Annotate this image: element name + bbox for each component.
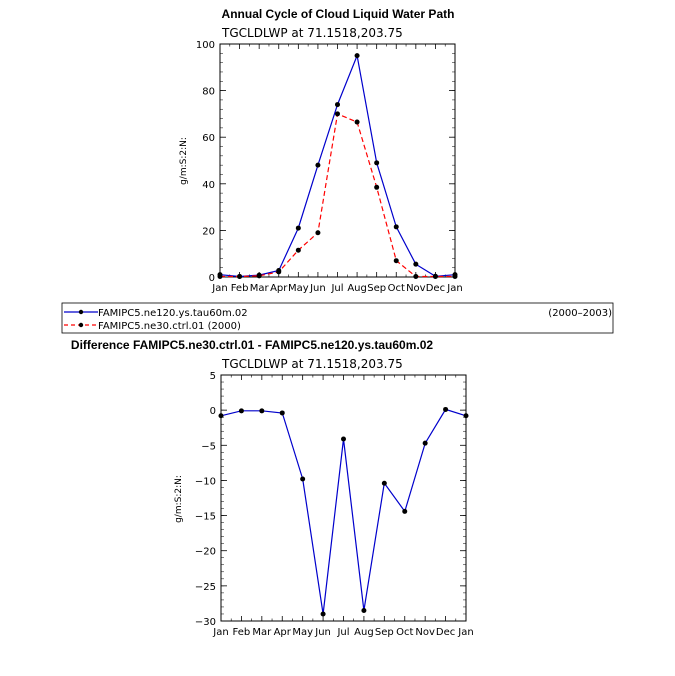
top-chart-series-2-point [413,274,419,280]
bottom-chart-series-1-point [320,611,326,617]
bottom-chart-series-1-point [279,410,285,416]
top-chart-series-1-point [393,224,399,230]
bottom-chart-ytick-label: −20 [195,547,216,558]
bottom-chart-series-1-point [341,436,346,442]
bottom-chart-xtick-label: Dec [436,627,455,638]
bottom-chart-series-1-point [443,406,449,412]
top-chart-ytick-label: 0 [209,273,215,284]
top-chart-ytick-label: 100 [196,40,215,51]
top-chart-subtitle: TGCLDLWP at 71.1518,203.75 [221,26,403,40]
top-chart-xtick-label: Sep [367,283,386,294]
top-chart-xtick-label: Aug [347,283,367,294]
top-chart-xtick-label: May [288,283,309,294]
bottom-chart-ytick-label: −10 [195,476,216,487]
legend-label-series2: FAMIPC5.ne30.ctrl.01 (2000) [98,321,241,332]
top-chart-series-2-point [237,274,243,280]
top-chart-ylabel: g/m:S:2:N: [179,137,189,185]
legend-box [61,302,614,334]
bottom-chart-series-1-point [381,480,387,486]
bottom-chart-series-1-point [422,440,428,446]
top-chart-xtick-label: Mar [250,283,270,294]
bottom-chart-series-1-point [259,408,265,414]
top-chart-series-2-point [217,274,223,280]
bottom-chart-series-1-point [218,413,224,419]
bottom-chart-xtick-label: Mar [252,627,272,638]
bottom-chart-xtick-label: Feb [233,627,251,638]
bottom-chart-ytick-label: 5 [210,371,216,382]
bottom-chart-xtick-label: Oct [396,627,413,638]
top-chart-series-2-point [452,274,458,280]
bottom-chart-series-1-point [238,408,244,414]
legend-marker-series2 [78,322,84,328]
bottom-chart-ylabel: g/m:S:2:N: [174,475,184,523]
bottom-chart-xtick-label: Jul [336,627,349,638]
top-chart-series-2-point [393,258,399,264]
top-chart-series-1-point [335,102,340,108]
top-chart-series-2-point [374,184,380,190]
bottom-chart-subtitle: TGCLDLWP at 71.1518,203.75 [221,357,403,371]
bottom-chart-series-1-point [300,476,306,482]
top-chart-ytick-label: 60 [202,133,215,144]
top-chart-title: Annual Cycle of Cloud Liquid Water Path [222,7,455,21]
bottom-chart-xtick-label: Aug [354,627,374,638]
top-chart-series-2-point [276,269,282,275]
bottom-chart-series-1-point [463,413,469,419]
bottom-chart-frame [220,374,467,622]
top-chart-xtick-label: Jan [211,283,227,294]
bottom-chart-series-1-point [402,508,408,514]
legend-marker-series1 [78,309,84,315]
top-chart-xtick-label: Oct [388,283,405,294]
bottom-chart-xtick-label: Jan [457,627,473,638]
top-chart-plot: Jan Feb Mar Apr May Jun Jul Aug Sep Oct Nov Dec Jan0… [196,40,463,294]
bottom-chart-xtick-label: May [292,627,313,638]
top-chart-ytick-label: 40 [202,180,215,191]
top-chart-series-1-point [413,261,419,267]
bottom-chart-ytick-label: −25 [195,582,216,593]
bottom-chart-title: Difference FAMIPC5.ne30.ctrl.01 - FAMIPC… [71,338,433,352]
top-chart-series-1-point [354,53,360,59]
bottom-chart-plot: Jan Feb Mar Apr May Jun Jul Aug Sep Oct Nov Dec Jan5… [195,371,474,638]
bottom-chart-ytick-label: 0 [210,406,216,417]
top-chart-series-2-point [335,111,340,117]
top-chart-series-2-point [354,119,360,125]
bottom-chart-ytick-label: −15 [195,512,216,523]
bottom-chart-ytick-label: −5 [201,441,216,452]
top-chart-series-2-point [256,273,262,279]
top-chart-xtick-label: Nov [406,283,426,294]
bottom-chart-xtick-label: Nov [415,627,435,638]
legend-period-series1: (2000–2003) [548,308,612,319]
top-chart-series-1-point [295,225,301,231]
bottom-chart-series-1-point [361,607,367,613]
bottom-chart-xtick-label: Jan [212,627,228,638]
top-chart-xtick-label: Feb [231,283,249,294]
top-chart-xtick-label: Jan [446,283,462,294]
bottom-chart-ytick-label: −30 [195,617,216,628]
top-chart-series-2-point [432,274,438,280]
top-chart-ytick-label: 20 [202,226,215,237]
top-chart-xtick-label: Jul [330,283,343,294]
top-chart-series-2-point [315,230,321,236]
legend-label-series1: FAMIPC5.ne120.ys.tau60m.02 [98,308,248,319]
top-chart-series-1-point [374,160,380,166]
bottom-chart-xtick-label: Jun [314,627,331,638]
top-chart-series-1-point [315,162,321,168]
bottom-chart-xtick-label: Apr [274,627,292,638]
top-chart-series-1-line [219,53,456,278]
top-chart-xtick-label: Jun [309,283,326,294]
legend: FAMIPC5.ne120.ys.tau60m.02 (2000–2003) F… [61,302,614,334]
top-chart-frame [219,43,456,278]
top-chart-ytick-label: 80 [202,87,215,98]
top-chart-series-2-point [295,247,301,253]
top-chart-xtick-label: Apr [270,283,288,294]
top-chart-xtick-label: Dec [426,283,445,294]
bottom-chart-xtick-label: Sep [375,627,394,638]
top-chart-series-2-line [220,113,455,278]
